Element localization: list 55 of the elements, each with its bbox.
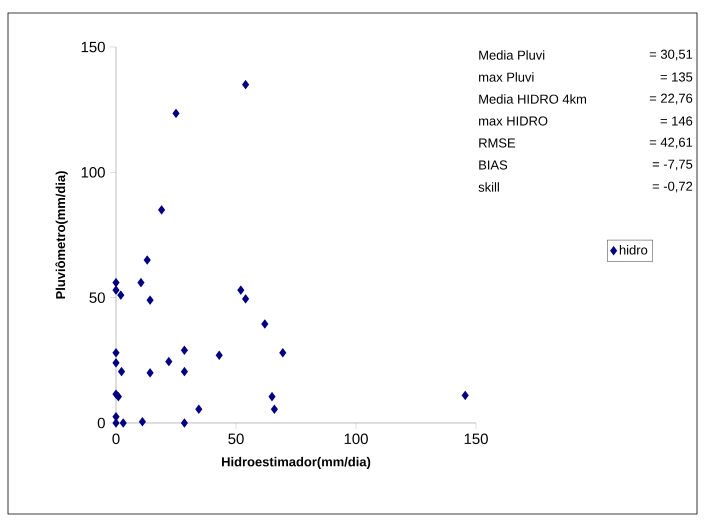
y-axis-title: Pluviômetro(mm/dia)	[55, 171, 68, 299]
point	[158, 205, 166, 215]
y-tick-label: 100	[82, 167, 105, 178]
point	[117, 290, 124, 300]
x-tick-label: 100	[344, 434, 368, 444]
point	[146, 295, 154, 305]
point	[112, 278, 120, 288]
point	[120, 418, 127, 428]
y-tick-label: 0	[98, 418, 105, 428]
point	[172, 108, 180, 118]
text: Media HIDRO 4km	[479, 94, 586, 104]
x-axis-title: Hidroestimador(mm/dia)	[222, 456, 370, 469]
point	[180, 346, 188, 355]
text: = 146	[660, 116, 692, 126]
point	[138, 417, 146, 426]
legend-label: hidro	[620, 245, 648, 255]
point	[146, 368, 154, 378]
text: skill	[478, 182, 499, 192]
y-tick-label: 150	[82, 42, 105, 52]
point	[118, 366, 126, 376]
point	[112, 418, 120, 428]
x-tick-label: 0	[112, 434, 120, 444]
point	[279, 348, 286, 358]
point	[237, 285, 244, 295]
text: max HIDRO	[479, 116, 548, 126]
point	[270, 404, 278, 414]
point	[165, 356, 172, 366]
point	[112, 348, 120, 358]
text: = 42,61	[650, 138, 692, 148]
x-tick-label: 50	[228, 434, 244, 444]
point	[216, 350, 223, 360]
point	[180, 418, 188, 428]
point	[268, 392, 276, 402]
x-tick-label: 150	[464, 434, 488, 444]
point	[112, 358, 120, 368]
point	[112, 285, 120, 295]
text: RMSE	[479, 138, 516, 148]
point	[242, 80, 250, 90]
point	[114, 392, 122, 402]
text: BIAS	[479, 160, 508, 170]
text: = -7,75	[652, 160, 692, 170]
text: max Pluvi	[479, 72, 534, 82]
point	[462, 390, 469, 400]
text: = -0,72	[652, 182, 692, 192]
point	[261, 319, 268, 329]
point	[195, 404, 202, 414]
text: = 22,76	[650, 94, 692, 104]
point	[242, 294, 250, 304]
y-tick-label: 50	[89, 292, 105, 303]
point	[180, 366, 188, 376]
text: = 30,51	[650, 50, 692, 60]
point	[137, 278, 145, 288]
point	[144, 255, 151, 265]
text: = 135	[660, 72, 692, 82]
text: Media Pluvi	[479, 50, 544, 60]
